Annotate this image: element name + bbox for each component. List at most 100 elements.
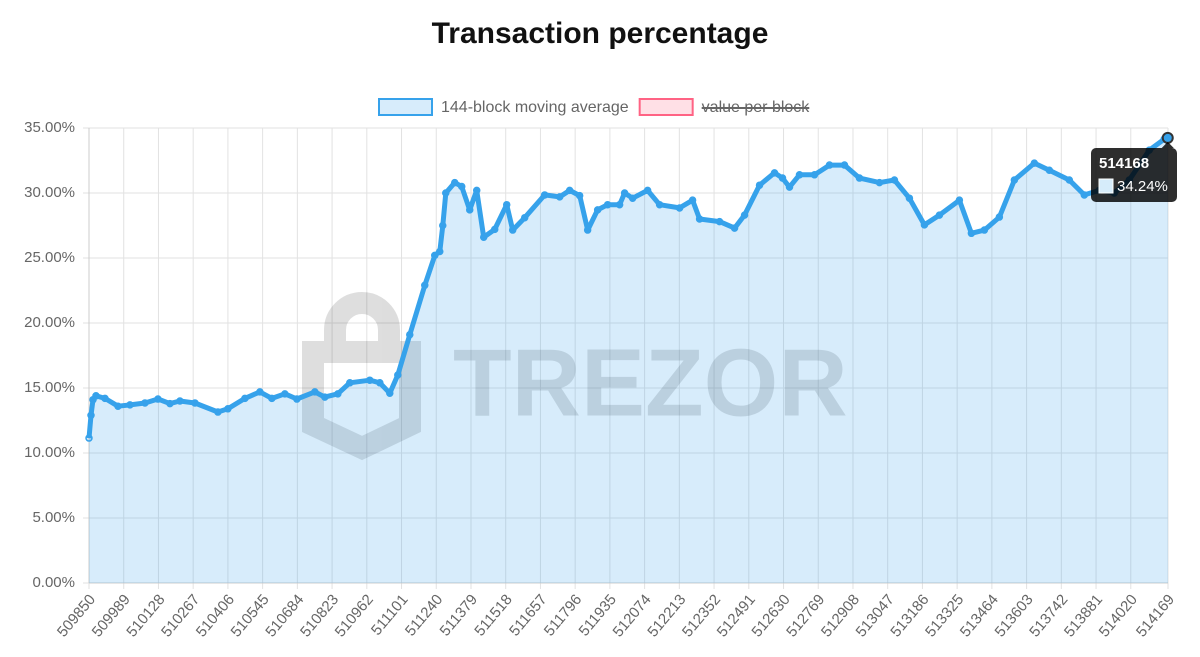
point (334, 390, 342, 398)
point (955, 196, 964, 204)
point (439, 221, 447, 230)
chart-title: Transaction percentage (432, 17, 769, 50)
point (770, 169, 779, 177)
point (450, 178, 459, 187)
point (620, 189, 629, 197)
point (92, 392, 100, 400)
point (1045, 166, 1054, 174)
point (508, 226, 517, 234)
point (688, 196, 697, 204)
area (89, 137, 1168, 583)
point (740, 211, 749, 219)
watermark: TREZOR (302, 292, 848, 461)
point (810, 171, 819, 179)
point (421, 281, 429, 290)
legend-swatch[interactable] (638, 98, 694, 116)
y-tick-label: 15.00% (24, 379, 75, 396)
point (114, 402, 122, 410)
point (85, 434, 93, 442)
tooltip-value: 34.24% (1117, 178, 1168, 195)
point (555, 193, 564, 201)
point (855, 174, 864, 182)
point (479, 233, 488, 241)
point (141, 399, 149, 407)
point (472, 186, 481, 195)
point (406, 330, 414, 339)
point (87, 411, 95, 420)
point (1030, 159, 1039, 167)
point (101, 394, 109, 403)
point (457, 182, 466, 191)
point (695, 215, 704, 223)
point (1010, 176, 1019, 184)
point (311, 388, 319, 396)
y-tick-label: 10.00% (24, 444, 75, 461)
point (214, 408, 222, 416)
point (675, 204, 684, 212)
point (935, 211, 944, 219)
point (176, 397, 184, 405)
point (628, 194, 637, 202)
point (875, 178, 884, 187)
point (386, 389, 394, 397)
y-tick-label: 35.00% (24, 119, 75, 136)
point (565, 186, 574, 195)
point (442, 189, 450, 197)
point (490, 225, 499, 234)
point (593, 206, 602, 214)
point (166, 399, 174, 408)
y-tick-label: 5.00% (32, 509, 75, 526)
point (905, 194, 914, 202)
point (293, 395, 301, 403)
point (583, 226, 592, 234)
point (730, 224, 739, 232)
point (394, 371, 402, 379)
point (603, 200, 612, 209)
point (366, 376, 374, 384)
point (346, 379, 354, 387)
point (126, 401, 134, 409)
point (890, 176, 899, 184)
watermark-text: TREZOR (453, 329, 848, 436)
y-tick-label: 25.00% (24, 249, 75, 266)
point (795, 171, 804, 179)
tooltip-title: 514168 (1099, 155, 1149, 172)
point (540, 191, 549, 199)
point (1065, 176, 1074, 184)
point (502, 200, 511, 209)
point (967, 229, 976, 238)
point (755, 181, 764, 189)
point (431, 251, 439, 260)
point (241, 394, 249, 403)
point (321, 393, 329, 401)
legend-label[interactable]: 144-block moving average (441, 99, 629, 116)
plot (85, 133, 1172, 583)
point (154, 395, 162, 403)
point (655, 200, 664, 209)
point (224, 405, 232, 413)
point (268, 394, 276, 403)
y-tick-label: 30.00% (24, 184, 75, 201)
point (376, 379, 384, 387)
point (980, 226, 989, 234)
point (1080, 191, 1089, 199)
watermark-logo (302, 292, 421, 461)
y-tick-label: 20.00% (24, 314, 75, 331)
point (281, 390, 289, 398)
legend-swatch[interactable] (378, 98, 433, 116)
hover-point (1161, 131, 1174, 144)
point (840, 161, 849, 169)
legend[interactable]: 144-block moving average value per block (378, 98, 810, 116)
point (778, 174, 787, 182)
point (715, 217, 724, 226)
point (465, 206, 474, 214)
point (436, 247, 444, 256)
point (995, 213, 1004, 221)
point (785, 183, 794, 191)
point (520, 213, 529, 222)
point (643, 186, 652, 195)
y-tick-label: 0.00% (32, 574, 75, 591)
point (256, 388, 264, 396)
